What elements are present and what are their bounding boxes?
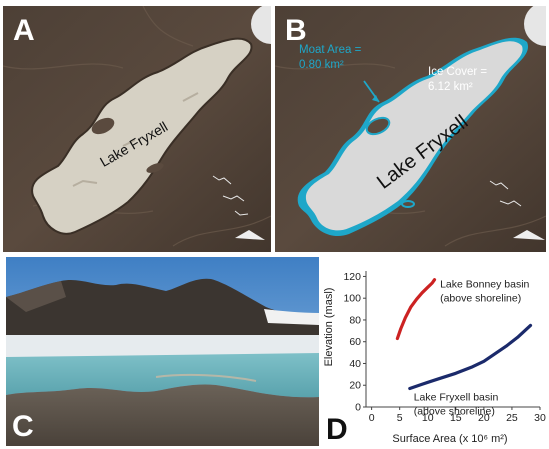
- lake-fryxell-series-line: [408, 323, 533, 391]
- island: [146, 163, 164, 173]
- lake-fryxell-ice: [31, 37, 253, 235]
- moat-area-line2: 0.80 km²: [299, 59, 344, 71]
- panel-c-photo: [6, 257, 319, 446]
- island: [91, 117, 115, 135]
- panel-b-letter: B: [285, 14, 307, 47]
- ice-cover: [305, 41, 523, 231]
- y-tick-label: 100: [343, 293, 361, 305]
- chart-series: [395, 278, 533, 391]
- y-tick-label: 40: [349, 358, 361, 370]
- elevation-area-chart: Elevation (masl) Surface Area (x 10⁶ m²)…: [323, 271, 546, 445]
- y-axis-title: Elevation (masl): [323, 288, 335, 367]
- panel-b-map: [275, 6, 546, 252]
- y-tick-label: 0: [355, 402, 361, 414]
- x-tick-label: 30: [534, 412, 546, 424]
- panel-c-photograph: C: [6, 257, 319, 446]
- ice-cover-line1: Ice Cover =: [428, 66, 488, 78]
- shore-ground: [6, 384, 319, 446]
- series-label-line2: (above shoreline): [440, 292, 521, 304]
- moat-area-label: Moat Area = 0.80 km²: [299, 43, 361, 73]
- glacier: [264, 309, 319, 325]
- x-axis-title: Surface Area (x 10⁶ m²): [392, 433, 507, 445]
- panel-c-letter: C: [12, 410, 34, 443]
- series-label-line2: (above shoreline): [414, 405, 495, 417]
- chart-axes: 0 5 10 15 20 25 30 0 20 40 60 80 100 120: [343, 271, 546, 424]
- series-label-line1: Lake Fryxell basin: [414, 391, 499, 403]
- ice-cover-line2: 6.12 km²: [428, 81, 473, 93]
- y-tick-label: 20: [349, 380, 361, 392]
- glacier-corner: [524, 6, 546, 46]
- panel-a-map: [3, 6, 271, 252]
- island: [401, 200, 415, 208]
- snow-streaks: [212, 175, 249, 216]
- panel-d-chart: Elevation (masl) Surface Area (x 10⁶ m²)…: [322, 257, 546, 446]
- mountains: [6, 278, 319, 347]
- panel-d-letter: D: [326, 413, 348, 446]
- moat-area-line1: Moat Area =: [299, 44, 362, 56]
- x-tick-label: 20: [478, 412, 490, 424]
- x-tick-label: 10: [422, 412, 434, 424]
- x-tick-label: 5: [397, 412, 403, 424]
- y-tick-label: 60: [349, 336, 361, 348]
- series-label-line1: Lake Bonney basin: [440, 278, 529, 290]
- glacier-edge: [235, 230, 265, 240]
- glacier-corner: [251, 6, 271, 44]
- lake-bonney-series-line: [395, 278, 437, 341]
- panel-a-letter: A: [13, 14, 35, 47]
- y-tick-label: 80: [349, 314, 361, 326]
- panel-b-classified-image: B Moat Area = 0.80 km² Ice Cover = 6.12 …: [275, 6, 546, 252]
- x-tick-label: 15: [450, 412, 462, 424]
- island: [365, 116, 391, 136]
- ice-cover-label: Ice Cover = 6.12 km²: [428, 65, 487, 95]
- panel-a-satellite-image: A Lake Fryxell: [3, 6, 271, 252]
- x-tick-label: 25: [506, 412, 518, 424]
- series-labels: Lake Bonney basin (above shoreline) Lake F…: [414, 278, 530, 417]
- moat-water: [6, 353, 319, 398]
- y-tick-label: 120: [343, 271, 361, 283]
- x-tick-label: 0: [369, 412, 375, 424]
